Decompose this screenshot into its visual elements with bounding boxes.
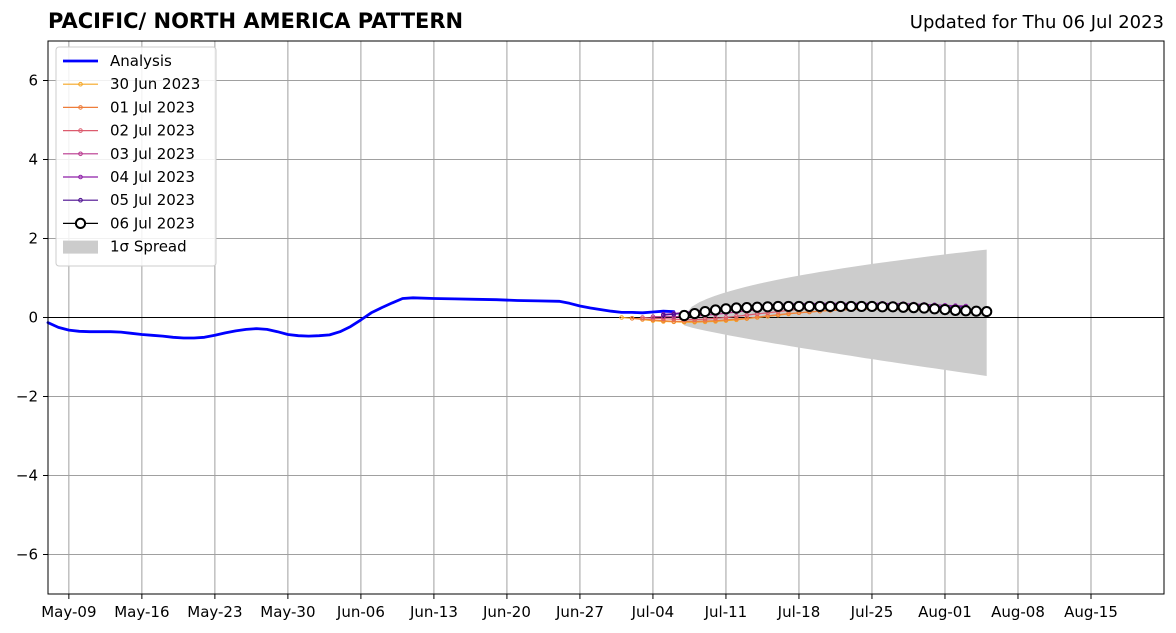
legend-swatch-marker [78,81,83,87]
series-point-06-jul-2023 [772,300,784,313]
x-tick-label: Jun-06 [336,603,385,621]
series-point-06-jul-2023 [689,307,701,320]
legend-label: 02 Jul 2023 [110,122,195,140]
legend-label: 05 Jul 2023 [110,191,195,209]
series-point-06-jul-2023 [897,301,909,313]
legend-label: 04 Jul 2023 [110,168,195,186]
x-tick-label: Aug-15 [1064,603,1118,621]
x-tick-label: Jun-13 [409,603,458,621]
series-lines [46,296,993,340]
series-point-02-jul-2023 [744,312,750,318]
legend-label: Analysis [110,52,172,70]
series-point-06-jul-2023 [876,301,888,313]
series-point-06-jul-2023 [835,300,847,313]
legend-swatch-marker [78,151,83,157]
y-tick-label: −4 [16,467,38,485]
legend-swatch-marker [78,197,83,203]
chart-title: PACIFIC/ NORTH AMERICA PATTERN [48,9,464,33]
x-tick-label: Jul-11 [704,603,748,621]
series-point-06-jul-2023 [699,305,711,318]
series-point-06-jul-2023 [887,301,899,313]
legend-swatch-marker [78,105,83,110]
series-point-30-jun-2023 [619,315,624,320]
legend-label: 03 Jul 2023 [110,145,195,163]
y-tick-label: 4 [28,151,38,169]
x-axis-ticks: May-09 May-16 May-23 May-30 Jun-06 Jun-13 Jun-… [41,594,1118,621]
legend: Analysis 30 Jun 2023 01 Jul 2023 02 Jul 202… [55,46,217,267]
y-tick-label: −6 [16,546,38,564]
series-line-analysis [46,296,676,340]
legend-box [55,46,217,267]
legend-label: 30 Jun 2023 [110,75,200,93]
spread-area [684,249,987,376]
series-point-06-jul-2023 [803,300,815,313]
series-point-06-jul-2023 [928,303,941,315]
x-tick-label: Jun-27 [555,603,604,621]
legend-swatch-spread [63,240,98,254]
series-point-06-jul-2023 [918,302,930,314]
series-point-06-jul-2023 [824,300,836,313]
x-tick-label: May-30 [260,603,315,621]
series-point-06-jul-2023 [981,305,993,318]
series-point-03-jul-2023 [650,314,656,320]
series-point-06-jul-2023 [960,305,972,317]
legend-swatch-marker [74,217,87,229]
series-point-06-jul-2023 [793,300,805,313]
y-tick-label: −2 [16,388,38,406]
series-point-06-jul-2023 [949,304,962,316]
y-tick-label: 6 [28,72,38,90]
series-point-05-jul-2023 [671,312,677,317]
legend-label: 1σ Spread [110,238,187,256]
series-point-02-jul-2023 [640,315,645,320]
legend-swatch-marker [78,174,83,180]
series-point-06-jul-2023 [845,300,857,313]
x-tick-label: Jun-20 [482,603,531,621]
series-point-06-jul-2023 [741,302,753,314]
series-point-06-jul-2023 [908,302,920,314]
x-tick-label: Aug-08 [991,603,1045,621]
series-point-06-jul-2023 [970,305,982,317]
legend-label: 06 Jul 2023 [110,214,195,232]
x-tick-label: Jul-04 [631,603,675,621]
series-point-06-jul-2023 [939,304,951,316]
series-point-06-jul-2023 [709,304,722,316]
x-tick-label: Jul-18 [777,603,821,621]
series-point-02-jul-2023 [734,314,739,319]
chart-subtitle: Updated for Thu 06 Jul 2023 [909,12,1164,33]
y-tick-label: 0 [28,309,38,327]
series-point-06-jul-2023 [730,302,742,314]
series-point-02-jul-2023 [723,315,729,320]
x-tick-label: Jul-25 [850,603,894,621]
y-axis-ticks: 6 4 2 0 −2 −4 −6 [16,72,48,564]
series-point-05-jul-2023 [661,312,666,318]
series-point-06-jul-2023 [782,300,795,313]
series-point-06-jul-2023 [866,300,878,313]
y-tick-label: 2 [28,230,38,248]
series-point-06-jul-2023 [855,300,868,313]
x-tick-label: May-23 [187,603,242,621]
spread-fan [684,249,987,376]
x-tick-label: Aug-01 [918,603,972,621]
series-point-01-jul-2023 [629,315,635,321]
legend-swatch-marker [78,128,83,133]
legend-label: 01 Jul 2023 [110,98,195,116]
x-tick-label: May-09 [41,603,96,621]
series-point-06-jul-2023 [720,303,732,315]
x-tick-label: May-16 [114,603,169,621]
series-point-01-jul-2023 [734,316,739,322]
series-point-06-jul-2023 [678,309,690,322]
series-point-06-jul-2023 [814,300,826,313]
series-point-06-jul-2023 [762,301,774,313]
series-point-06-jul-2023 [751,301,763,313]
